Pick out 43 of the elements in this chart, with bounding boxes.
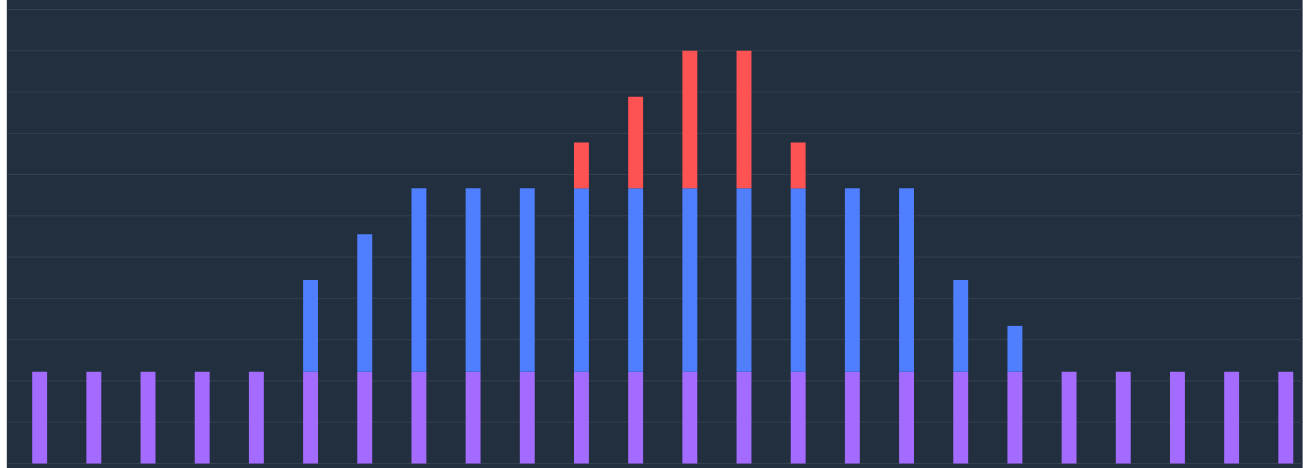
bar: [1278, 371, 1294, 464]
bar: [32, 371, 48, 464]
bar: [357, 234, 373, 372]
bar: [736, 50, 752, 189]
bar: [736, 188, 752, 372]
bar: [574, 142, 589, 189]
bar: [1061, 371, 1077, 464]
bar: [844, 371, 860, 464]
bar: [682, 371, 698, 464]
bar: [899, 188, 915, 372]
bar: [790, 188, 806, 372]
bar: [574, 371, 589, 464]
bar: [1007, 371, 1023, 464]
bar: [628, 188, 644, 372]
bar: [1169, 371, 1185, 464]
bar: [248, 371, 264, 464]
bar: [411, 371, 427, 464]
bar: [303, 371, 319, 464]
bar: [844, 188, 860, 372]
bar: [790, 142, 806, 189]
bar: [1115, 371, 1131, 464]
bar: [574, 188, 589, 372]
bar: [682, 188, 698, 372]
bar: [411, 188, 427, 372]
bar: [953, 371, 969, 464]
bar: [628, 371, 644, 464]
bar: [140, 371, 156, 464]
bar: [357, 371, 373, 464]
bar: [953, 279, 969, 372]
bar: [790, 371, 806, 464]
bar: [1007, 325, 1023, 372]
bar: [899, 371, 915, 464]
bar: [519, 188, 535, 372]
bar: [519, 371, 535, 464]
bar: [86, 371, 102, 464]
bar: [1224, 371, 1240, 464]
bar: [736, 371, 752, 464]
bar: [303, 279, 319, 372]
bar: [465, 371, 481, 464]
bar: [628, 96, 644, 189]
bar: [465, 188, 481, 372]
bar: [194, 371, 210, 464]
bar: [682, 50, 698, 189]
